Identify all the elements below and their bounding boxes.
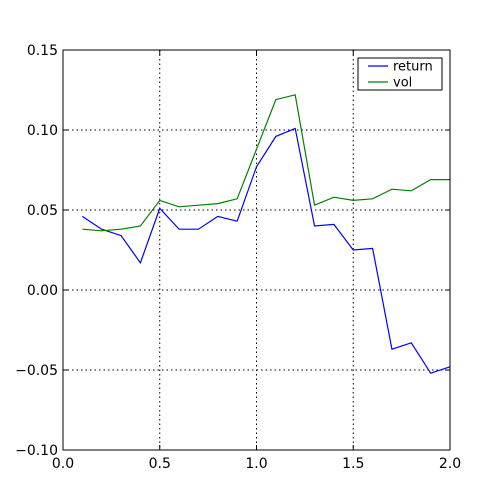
x-tick-labels: 0.0 0.5 1.0 1.5 2.0 (52, 456, 461, 472)
y-tick-label: 0.05 (27, 203, 58, 219)
y-tick-label: −0.10 (15, 443, 58, 459)
x-tick-label: 1.5 (342, 456, 364, 472)
series-line-vol (82, 94, 450, 232)
y-tick-label: 0.10 (27, 123, 58, 139)
legend-label-vol: vol (393, 76, 412, 91)
y-tick-label: −0.05 (15, 363, 58, 379)
axis-ticks (62, 49, 451, 451)
x-tick-label: 1.0 (245, 456, 267, 472)
x-tick-label: 0.5 (149, 456, 171, 472)
legend-label-return: return (393, 60, 433, 75)
series-lines (82, 94, 451, 374)
legend-box (357, 57, 443, 91)
y-tick-label: 0.15 (27, 43, 58, 59)
series-line-return (82, 127, 451, 374)
legend: return vol (357, 57, 443, 91)
x-tick-label: 0.0 (52, 456, 74, 472)
y-tick-label: 0.00 (27, 283, 58, 299)
y-tick-labels: −0.10 −0.05 0.00 0.05 0.10 0.15 (15, 43, 58, 459)
grid-lines (63, 50, 450, 450)
x-tick-label: 2.0 (439, 456, 461, 472)
